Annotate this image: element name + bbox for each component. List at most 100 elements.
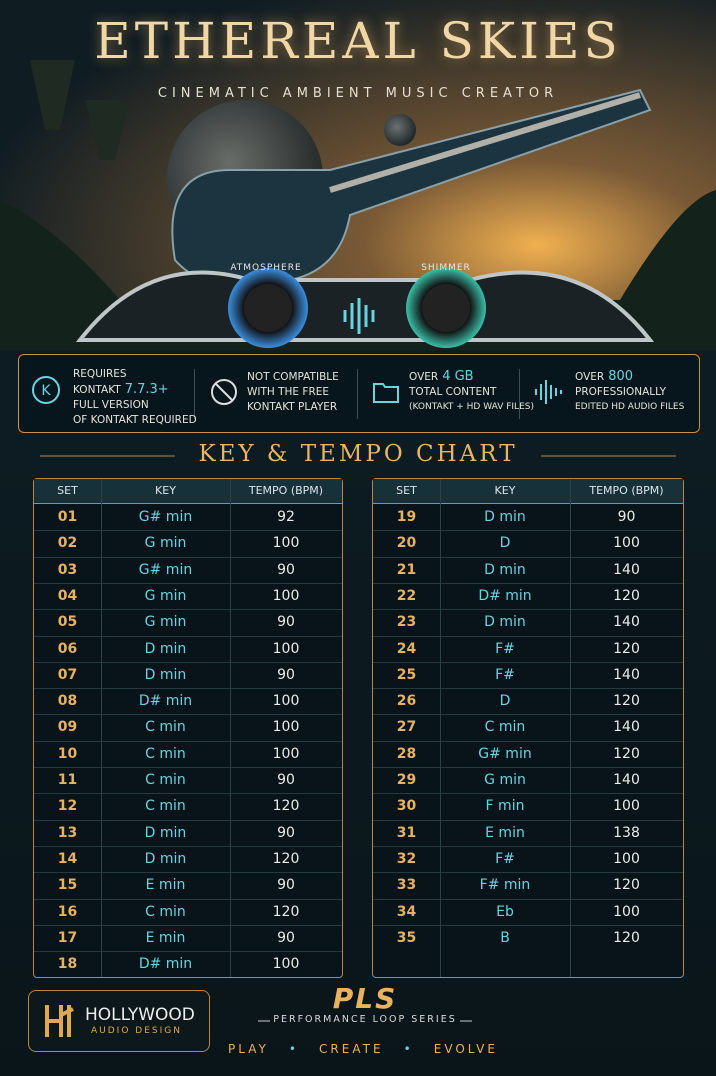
row-divider <box>34 898 342 900</box>
table-cell: 19 <box>396 509 417 525</box>
hero-art: ATMOSPHERE SHIMMER <box>0 0 716 350</box>
feature-line: EDITED HD AUDIO FILES <box>575 400 684 415</box>
row-divider <box>373 819 683 821</box>
table-cell: 120 <box>613 929 640 946</box>
row-divider <box>373 898 683 900</box>
table-cell: C min <box>145 745 186 762</box>
dot: • <box>403 1042 414 1056</box>
row-divider <box>373 714 683 716</box>
row-divider <box>373 924 683 926</box>
table-cell: 04 <box>57 587 78 604</box>
feature-text: TOTAL CONTENT <box>409 386 497 398</box>
row-divider <box>34 819 342 821</box>
table-cell: D min <box>484 561 526 578</box>
brand: HOLLYWOOD <box>85 1005 195 1025</box>
table-cell: 138 <box>613 824 640 841</box>
table-cell: D min <box>144 824 187 841</box>
table-cell: G min <box>484 772 526 788</box>
tagline-word: PLAY <box>228 1042 269 1056</box>
row-divider <box>373 556 683 558</box>
table-cell: G min <box>144 614 187 631</box>
brand-box: HOLLYWOOD AUDIO DESIGN <box>28 990 210 1052</box>
table-cell: 92 <box>277 509 295 525</box>
row-divider <box>34 845 342 847</box>
table-cell: 140 <box>613 719 640 736</box>
table-cell: 06 <box>57 640 78 657</box>
feature-text: OF KONTAKT REQUIRED <box>73 414 197 426</box>
table-cell: 23 <box>396 614 417 631</box>
separator <box>194 369 195 419</box>
feature-line: (KONTAKT + HD WAV FILES) <box>409 400 534 415</box>
column-divider <box>570 479 571 977</box>
table-cell: 100 <box>272 693 300 710</box>
row-divider <box>373 793 683 795</box>
table-cell: 35 <box>396 929 417 946</box>
table-cell: F min <box>485 798 525 815</box>
feature-text: WITH THE FREE <box>247 386 330 398</box>
feature-line: KONTAKT PLAYER <box>247 400 339 415</box>
feature-line: WITH THE FREE <box>247 385 339 400</box>
row-divider <box>373 635 683 637</box>
table-cell: 09 <box>57 719 78 736</box>
row-divider <box>34 609 342 611</box>
table-cell: 100 <box>613 850 640 867</box>
feature-text: PROFESSIONALLY <box>575 386 667 398</box>
table-cell: D min <box>144 666 187 683</box>
subtitle: CINEMATIC AMBIENT MUSIC CREATOR <box>157 86 559 101</box>
icon-kontakt: K <box>32 376 60 404</box>
table-cell: 140 <box>613 561 640 578</box>
table-cell: D# min <box>138 693 193 710</box>
logo: PLS <box>332 982 398 1015</box>
feature-text: OVER <box>409 371 439 383</box>
table-cell: E min <box>145 929 186 946</box>
table-cell: 02 <box>57 535 78 552</box>
table-cell: D# min <box>138 956 193 973</box>
table-cell: 90 <box>277 561 295 578</box>
feature-text: (KONTAKT + HD WAV FILES) <box>409 402 534 412</box>
feature-line: PROFESSIONALLY <box>575 385 684 400</box>
table-cell: 100 <box>272 640 300 657</box>
table-cell: 120 <box>613 745 640 762</box>
table-cell: 120 <box>613 693 640 710</box>
row-divider <box>34 661 342 663</box>
table-cell: 18 <box>57 956 78 973</box>
table-cell: G# min <box>138 509 193 525</box>
table-cell: 33 <box>396 877 417 894</box>
table-cell: 03 <box>57 561 78 578</box>
table-cell: C min <box>145 798 186 815</box>
feature-line: KONTAKT 7.7.3+ <box>73 382 197 398</box>
table-cell: 100 <box>272 535 300 552</box>
table-cell: 100 <box>613 798 640 815</box>
row-divider <box>34 635 342 637</box>
table-cell: C min <box>145 772 186 788</box>
table-cell: F# <box>495 666 515 683</box>
column-divider <box>101 479 102 977</box>
series: PERFORMANCE LOOP SERIES <box>273 1014 457 1025</box>
feature-text: NOT COMPATIBLE <box>247 371 339 383</box>
table-cell: C min <box>484 719 526 736</box>
table-cell: 12 <box>57 798 78 815</box>
feature-line: OF KONTAKT REQUIRED <box>73 413 197 428</box>
table-cell: F# <box>495 640 515 657</box>
table-cell: 27 <box>396 719 417 736</box>
brand-sub: AUDIO DESIGN <box>91 1026 182 1036</box>
table-cell: 17 <box>57 929 78 946</box>
table-cell: 01 <box>57 509 78 525</box>
table-cell: 24 <box>396 640 417 657</box>
table-cell: 28 <box>396 745 417 762</box>
row-divider <box>34 767 342 768</box>
table-cell: 20 <box>396 535 417 552</box>
table-cell: 26 <box>396 693 417 710</box>
feature-accent: 800 <box>608 369 634 384</box>
feature-line: OVER 4 GB <box>409 369 534 385</box>
table-cell: D# min <box>478 587 532 604</box>
icon-no <box>211 379 237 405</box>
row-divider <box>34 582 342 584</box>
table-cell: G# min <box>138 561 193 578</box>
table-header <box>373 479 683 504</box>
table: SET KEY TEMPO (BPM) 19 D min 90 20 D 100 21 D min 1… <box>372 478 684 978</box>
brand-icon <box>45 1005 74 1037</box>
table-cell: G min <box>144 535 187 552</box>
row-divider <box>373 582 683 584</box>
row-divider <box>34 688 342 690</box>
